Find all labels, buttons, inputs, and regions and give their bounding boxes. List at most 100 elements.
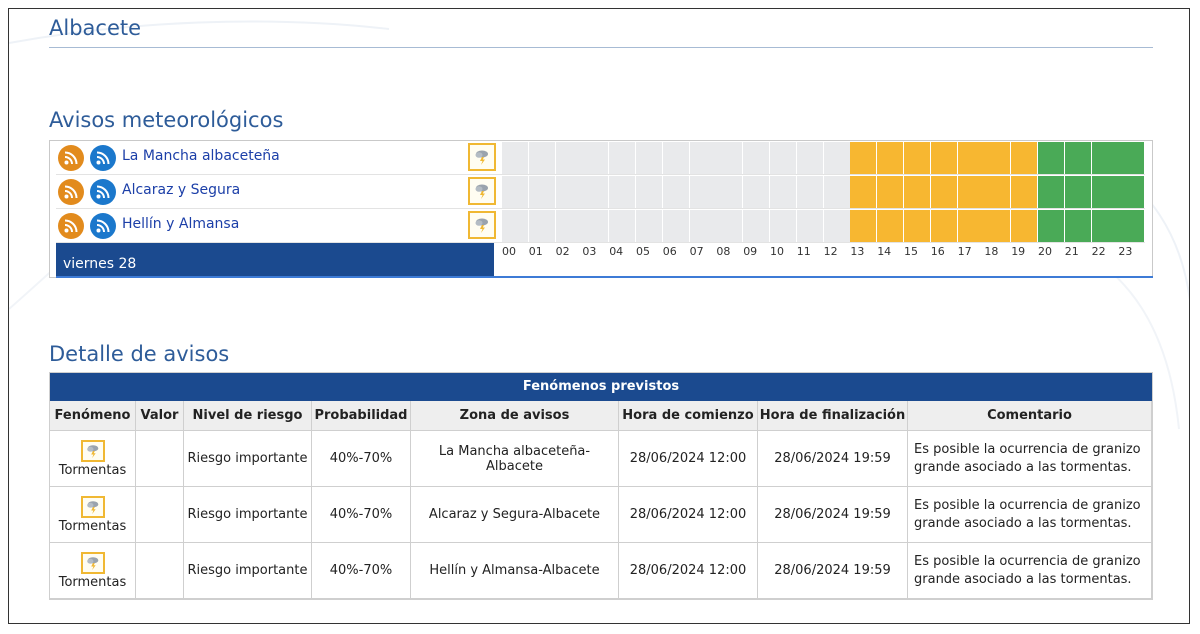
storm-icon <box>80 439 105 462</box>
detail-title: Detalle de avisos <box>49 342 230 366</box>
hour-cell <box>1064 142 1091 174</box>
cell-risk: Riesgo importante <box>184 487 312 543</box>
hour-cell <box>1091 176 1118 208</box>
hour-cell <box>662 176 689 208</box>
hour-label: 07 <box>689 245 704 258</box>
cell-probability: 40%-70% <box>312 431 411 487</box>
cell-phenomenon: Tormentas <box>50 431 136 487</box>
hour-cell <box>689 142 716 174</box>
zone-link[interactable]: Hellín y Almansa <box>122 216 240 232</box>
hour-cell <box>957 142 984 174</box>
hour-label: 11 <box>796 245 811 258</box>
storm-icon <box>468 177 496 205</box>
hour-cell <box>555 176 582 208</box>
cell-value <box>136 543 184 599</box>
risk-text: Riesgo importante <box>187 451 308 466</box>
hour-label: 14 <box>877 245 892 258</box>
probability-text: 40%-70% <box>329 451 393 466</box>
hour-cells <box>502 176 1145 208</box>
cell-comment: Es posible la ocurrencia de granizo gran… <box>908 487 1152 543</box>
cell-risk: Riesgo importante <box>184 431 312 487</box>
start-text: 28/06/2024 12:00 <box>629 507 747 522</box>
comment-text: Es posible la ocurrencia de granizo gran… <box>914 553 1141 587</box>
hour-cell <box>528 176 555 208</box>
hour-cell <box>984 210 1011 242</box>
rss-feed-icon[interactable] <box>90 145 116 171</box>
hour-cells <box>502 210 1145 242</box>
phenomenon-label: Tormentas <box>58 462 127 478</box>
col-end-header: Hora de finalización <box>758 401 908 431</box>
hour-label: 09 <box>743 245 758 258</box>
timeline-underline <box>56 276 1153 278</box>
cell-value <box>136 431 184 487</box>
hour-label: 21 <box>1064 245 1079 258</box>
hour-cell <box>1011 210 1038 242</box>
hour-cell <box>1038 176 1064 208</box>
hour-cell <box>1091 142 1118 174</box>
hour-cell <box>1038 142 1064 174</box>
col-zone-header: Zona de avisos <box>411 401 619 431</box>
hour-label: 02 <box>555 245 570 258</box>
hour-cell <box>796 210 823 242</box>
col-risk-header: Nivel de riesgo <box>184 401 312 431</box>
hour-cell <box>743 142 770 174</box>
hour-cell <box>609 176 636 208</box>
end-text: 28/06/2024 19:59 <box>774 563 891 578</box>
hour-cell <box>502 210 528 242</box>
hour-cell <box>1011 142 1038 174</box>
rss-feed-icon[interactable] <box>58 213 84 239</box>
hour-cell <box>850 210 877 242</box>
hour-cell <box>743 176 770 208</box>
hour-cell <box>716 210 743 242</box>
col-phenomenon-header: Fenómeno <box>50 401 136 431</box>
comment-text: Es posible la ocurrencia de granizo gran… <box>914 441 1141 475</box>
hour-labels: 00 01 02 03 04 05 06 07 08 09 10 11 12 13 14 15 16 17 18 19… <box>496 245 1139 265</box>
zone-text: Hellín y Almansa-Albacete <box>429 563 600 578</box>
hour-cell <box>930 176 957 208</box>
hour-cell <box>636 176 662 208</box>
hour-cell <box>1038 210 1064 242</box>
hour-cell <box>743 210 770 242</box>
hour-label: 08 <box>716 245 731 258</box>
phenomenon-label: Tormentas <box>58 574 127 590</box>
warnings-timeline: La Mancha albaceteña Alcaraz y Segura <box>49 140 1153 278</box>
cell-value <box>136 487 184 543</box>
hour-cell <box>823 176 850 208</box>
hour-cell <box>528 142 555 174</box>
end-text: 28/06/2024 19:59 <box>774 507 891 522</box>
cell-zone: Hellín y Almansa-Albacete <box>411 543 619 599</box>
zone-row: La Mancha albaceteña <box>56 141 1145 175</box>
start-text: 28/06/2024 12:00 <box>629 451 747 466</box>
hour-cell <box>555 142 582 174</box>
cell-comment: Es posible la ocurrencia de granizo gran… <box>908 431 1152 487</box>
hour-cell <box>877 142 904 174</box>
storm-icon <box>80 495 105 518</box>
cell-end: 28/06/2024 19:59 <box>758 543 908 599</box>
hour-label: 23 <box>1118 245 1133 258</box>
cell-phenomenon: Tormentas <box>50 487 136 543</box>
cell-start: 28/06/2024 12:00 <box>619 431 758 487</box>
hour-cell <box>930 142 957 174</box>
hour-cell <box>662 142 689 174</box>
rss-feed-icon[interactable] <box>58 179 84 205</box>
hour-cell <box>609 142 636 174</box>
hour-cell <box>1011 176 1038 208</box>
rss-feed-icon[interactable] <box>90 213 116 239</box>
table-header: Fenómenos previstos <box>50 373 1152 401</box>
zone-link[interactable]: Alcaraz y Segura <box>122 182 241 198</box>
cell-end: 28/06/2024 19:59 <box>758 431 908 487</box>
cell-comment: Es posible la ocurrencia de granizo gran… <box>908 543 1152 599</box>
rss-feed-icon[interactable] <box>58 145 84 171</box>
rss-feed-icon[interactable] <box>90 179 116 205</box>
zone-row: Hellín y Almansa <box>56 209 1145 243</box>
zone-text: La Mancha albaceteña-Albacete <box>438 443 591 474</box>
hour-label: 10 <box>770 245 784 258</box>
zone-link[interactable]: La Mancha albaceteña <box>122 148 280 164</box>
cell-risk: Riesgo importante <box>184 543 312 599</box>
cell-phenomenon: Tormentas <box>50 543 136 599</box>
hour-label: 12 <box>823 245 838 258</box>
hour-cell <box>770 142 796 174</box>
hour-label: 00 <box>502 245 516 258</box>
hour-label: 20 <box>1038 245 1052 258</box>
hour-cell <box>502 176 528 208</box>
